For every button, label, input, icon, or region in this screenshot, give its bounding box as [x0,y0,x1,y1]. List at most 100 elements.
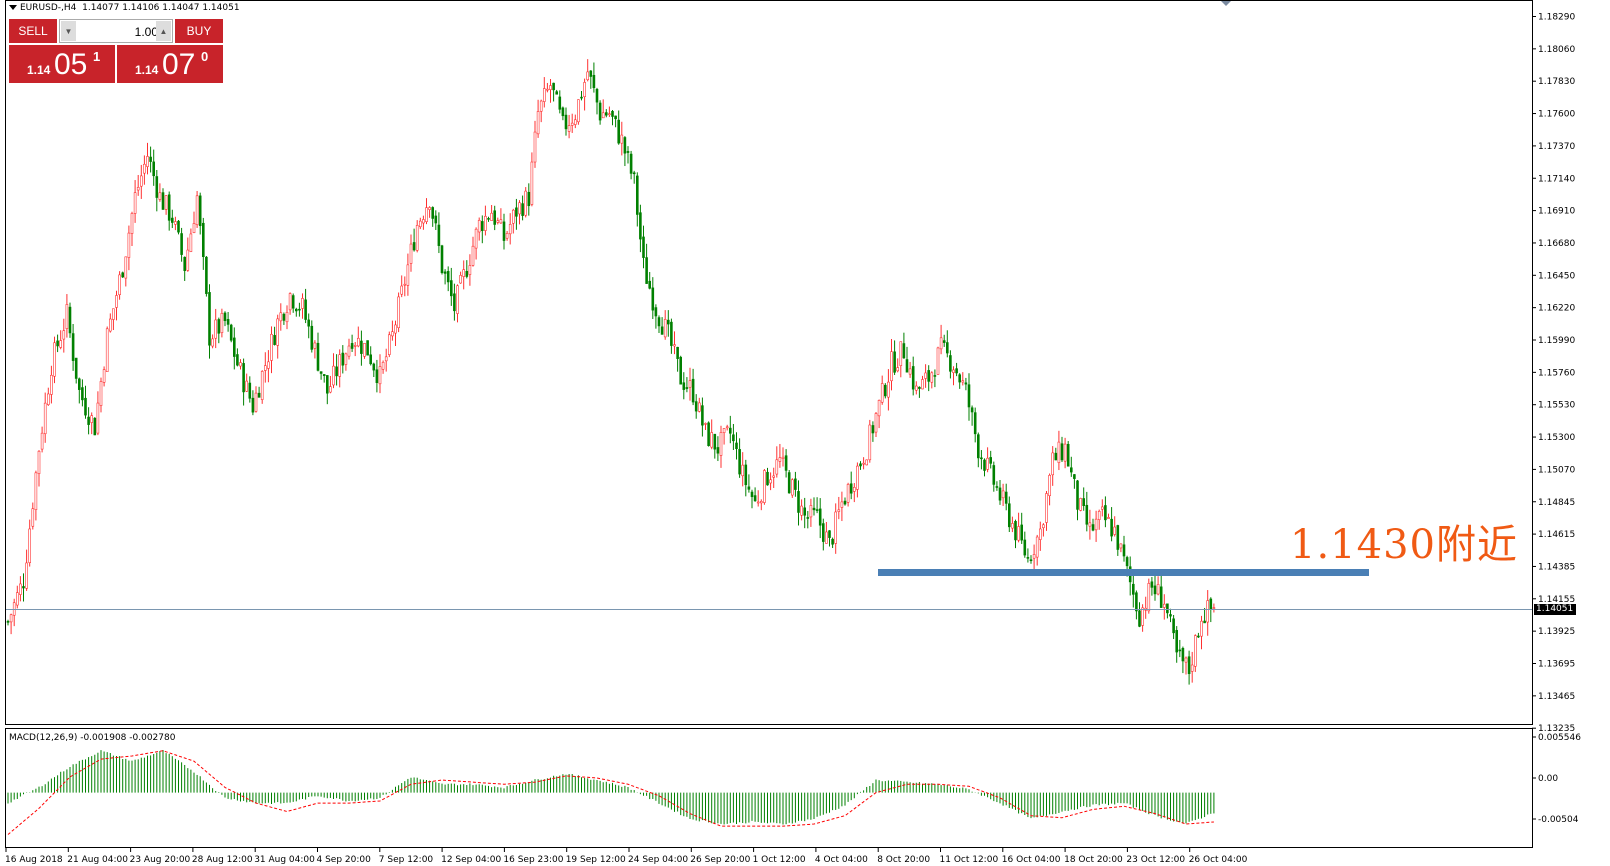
candle-body [856,465,859,490]
support-line[interactable] [878,569,1369,576]
buy-button[interactable]: BUY [175,19,223,43]
candle-body [369,354,373,365]
candle-body [713,433,717,450]
candle-body [124,256,128,279]
y-tick-label: 1.13695 [1538,660,1575,670]
candle-body [171,217,174,223]
y-tick-label: 1.16680 [1538,239,1575,249]
lot-size-input[interactable] [78,22,160,42]
candle-body [415,225,419,251]
candle-body [1125,557,1129,567]
candle-body [626,151,630,153]
candle-body [1023,539,1027,556]
x-tick-label: 21 Aug 04:00 [67,855,128,865]
candle-body [242,363,245,393]
candle-body [332,365,335,386]
sell-price-box[interactable]: 1.14 05 1 [9,45,115,83]
candle-body [298,308,301,311]
candle-body [617,119,621,144]
y-tick-label: 1.14385 [1538,562,1575,572]
candle-body [536,111,540,135]
candle-body [577,99,580,123]
candle-body [431,207,435,219]
candle-body [719,432,723,456]
lot-decrease-icon[interactable]: ▼ [61,21,76,41]
candle-body [961,380,965,383]
candle-body [487,218,490,220]
dropdown-triangle-icon[interactable] [9,5,17,10]
candle-body [1042,524,1045,529]
sell-button[interactable]: SELL [9,19,57,43]
candle-body [778,457,782,462]
candle-body [446,271,450,283]
buy-price-box[interactable]: 1.14 07 0 [117,45,223,83]
candle-body [1212,607,1216,609]
y-tick-label: 1.15070 [1538,465,1575,475]
candle-body [983,459,986,471]
candle-body [942,340,946,343]
candle-body [608,113,611,116]
candle-body [143,163,146,174]
candle-body [1147,583,1151,612]
candle-body [635,175,639,215]
candle-body [849,483,853,494]
candle-body [589,70,593,77]
y-tick-label: 1.17600 [1538,110,1575,120]
candle-body [784,455,788,471]
candle-body [25,562,28,589]
y-axis: 1.18290 1.18060 1.17830 1.17600 1.17370 1.171… [1532,13,1575,734]
candle-body [800,505,803,516]
current-price-label: 1.14051 [1534,604,1576,615]
candle-body [555,91,559,95]
candle-body [6,621,10,623]
candle-body [28,528,32,563]
candle-body [1073,474,1076,479]
candle-body [964,382,968,385]
candle-body [356,337,360,347]
candle-body [465,270,469,277]
candle-body [663,319,667,338]
candle-body [96,402,100,434]
candle-body [701,405,704,426]
candle-body [282,313,286,321]
candle-body [329,386,332,393]
candle-body [93,417,97,436]
candle-body [1150,581,1154,588]
candle-body [642,236,645,258]
candle-body [880,383,884,403]
candle-body [59,340,63,348]
candle-body [1178,649,1182,652]
candle-body [769,479,772,484]
candle-body [502,221,506,241]
candle-body [1001,490,1005,499]
x-tick-label: 4 Oct 04:00 [815,855,868,865]
candle-body [115,295,118,308]
candle-body [422,219,425,224]
candle-body [276,318,280,346]
macd-tick-label: 0.005546 [1538,733,1581,743]
candle-body [890,351,893,382]
candle-body [511,209,515,224]
candle-body [248,382,252,399]
candle-body [313,342,317,349]
candle-body [434,215,438,224]
x-tick-label: 16 Oct 04:00 [1002,855,1061,865]
candle-body [1097,510,1101,520]
candle-body [254,392,258,412]
candle-body [1029,559,1033,562]
candle-body [834,511,838,544]
buy-price-sup: 0 [201,49,209,64]
candle-body [279,312,283,322]
candle-body [952,369,955,373]
candle-body [958,374,962,383]
candle-body [456,285,459,314]
candle-body [1181,647,1185,662]
lot-increase-icon[interactable]: ▲ [156,21,171,41]
candle-body [1203,620,1206,624]
candle-body [112,308,115,320]
candle-body [462,269,466,277]
candle-body [335,366,338,377]
candle-body [846,484,850,503]
